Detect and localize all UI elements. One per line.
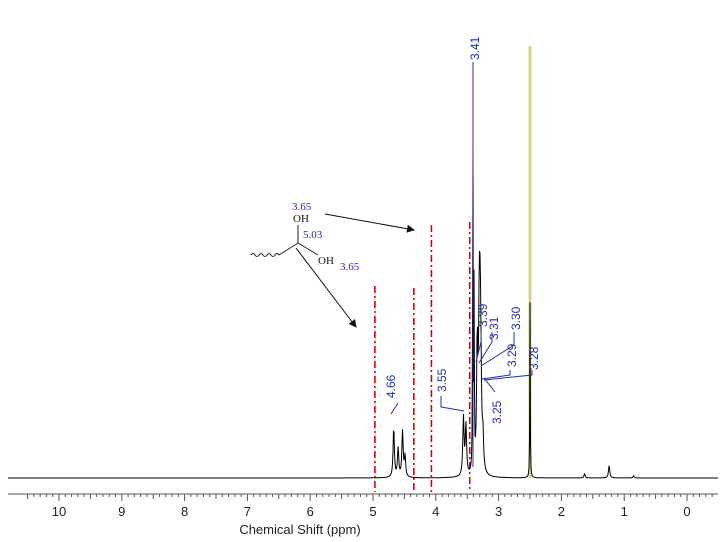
peak-label-3-30: 3.30 [509,306,523,330]
arrow-to-ch-region [295,247,357,328]
x-tick-label: 9 [118,504,125,519]
peak-label-4-66: 4.66 [384,374,398,398]
peak-label-3-55: 3.55 [435,368,449,392]
shift-center-label: 5.03 [303,229,323,241]
x-tick-label: 7 [244,504,251,519]
x-tick-label: 0 [683,504,690,519]
x-tick-label: 1 [621,504,628,519]
peak-labels: 3.41 4.66 3.55 3.39 3.31 3.30 3.29 3.28 … [384,36,541,424]
peak-label-3-28: 3.28 [527,346,541,370]
x-tick-label: 8 [181,504,188,519]
x-tick-label: 2 [558,504,565,519]
bond-to-bottom-oh [297,242,319,256]
x-tick-label: 6 [307,504,314,519]
peak-label-3-39: 3.39 [476,303,490,327]
shift-bottom-label: 3.65 [340,261,360,273]
peak-leader-lines [390,62,533,467]
oh-top-label: OH [293,213,309,225]
x-tick-label: 4 [432,504,439,519]
peak-label-3-31: 3.31 [487,316,501,340]
structure-drawing: OH OH 3.65 5.03 3.65 [250,201,360,273]
x-tick-label: 5 [369,504,376,519]
x-axis-title: Chemical Shift (ppm) [239,522,360,537]
x-tick-label: 3 [495,504,502,519]
wavy-bond [250,253,280,257]
spectrum-trace [8,148,718,479]
peak-label-3-41: 3.41 [468,36,482,60]
arrow-to-oh-region [324,213,415,233]
x-tick-layer: 10 9 8 7 6 5 4 3 2 1 0 [27,494,713,519]
dashed-marker-layer [374,222,471,492]
bond-to-center [278,242,299,256]
peak-label-3-29: 3.29 [505,343,519,367]
oh-bottom-label: OH [318,255,334,267]
shift-top-label: 3.65 [292,201,312,213]
peak-label-3-25: 3.25 [490,400,504,424]
x-tick-label: 10 [52,504,66,519]
